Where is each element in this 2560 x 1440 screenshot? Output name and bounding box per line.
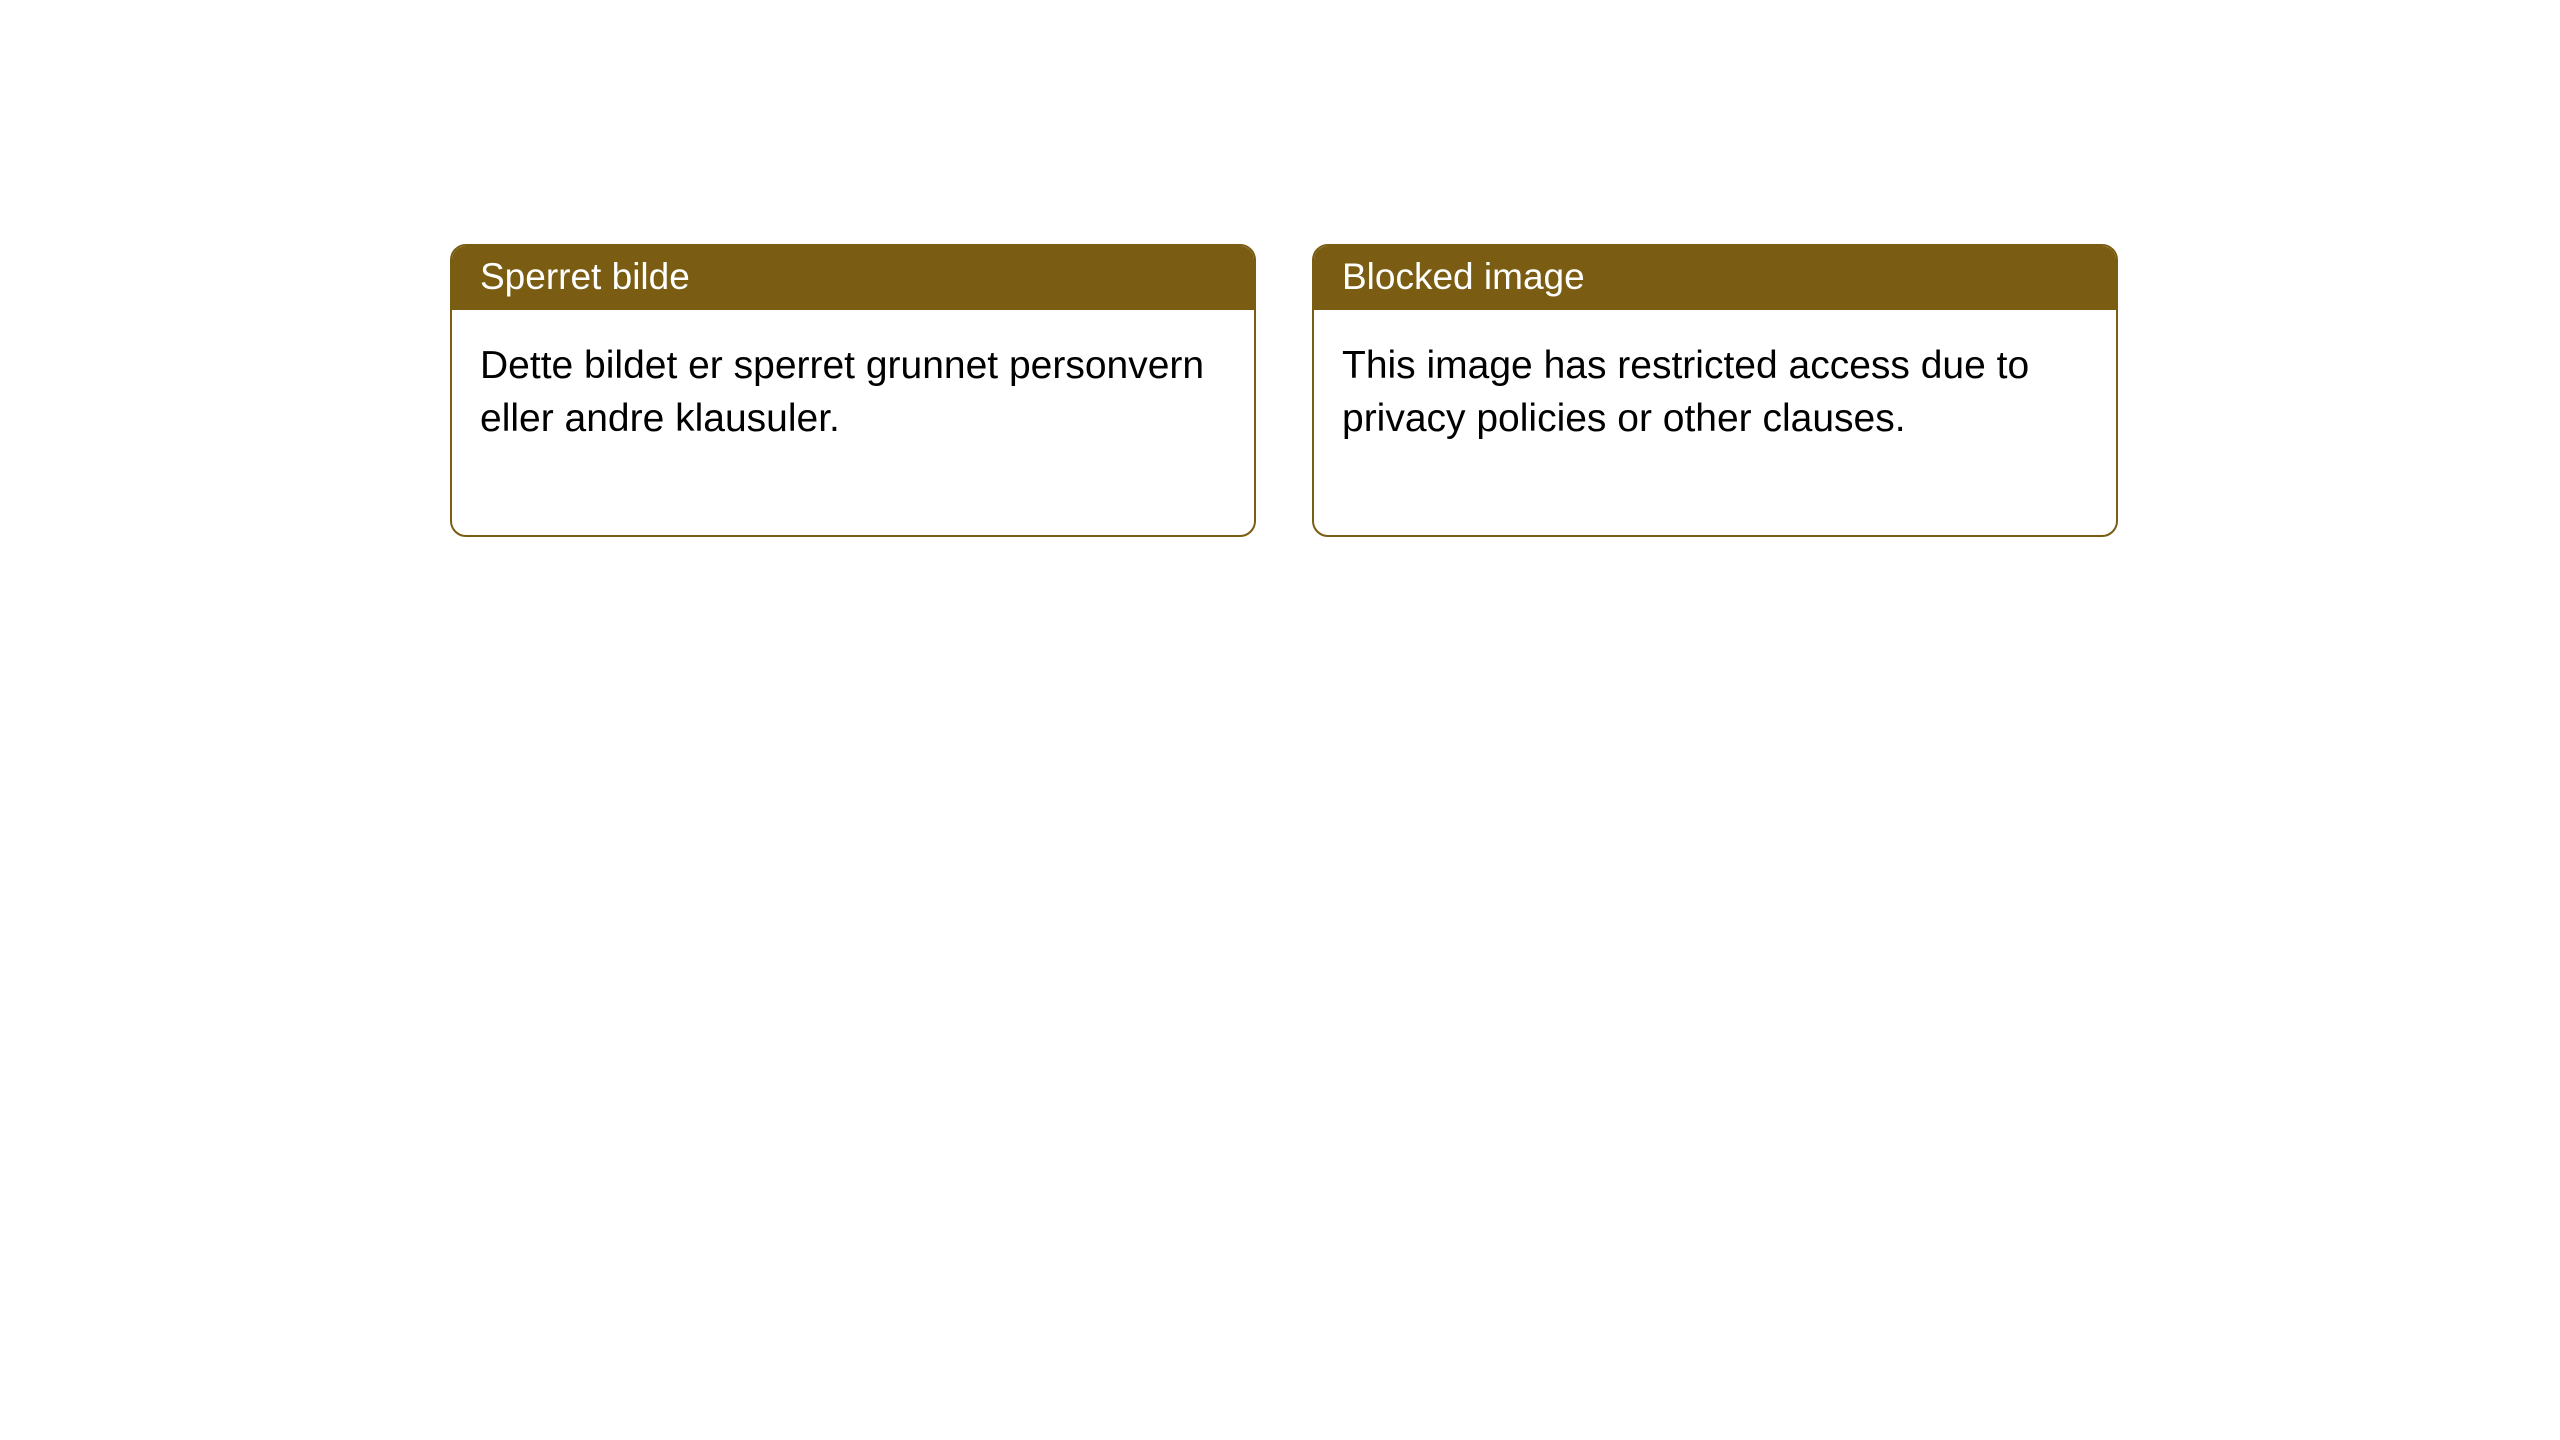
notice-title-norwegian: Sperret bilde xyxy=(480,256,690,297)
notice-header-english: Blocked image xyxy=(1314,246,2116,310)
notice-body-english: This image has restricted access due to … xyxy=(1314,310,2116,535)
notice-text-english: This image has restricted access due to … xyxy=(1342,344,2029,440)
notice-body-norwegian: Dette bildet er sperret grunnet personve… xyxy=(452,310,1254,535)
notice-header-norwegian: Sperret bilde xyxy=(452,246,1254,310)
notice-title-english: Blocked image xyxy=(1342,256,1585,297)
notice-text-norwegian: Dette bildet er sperret grunnet personve… xyxy=(480,344,1204,440)
notice-container: Sperret bilde Dette bildet er sperret gr… xyxy=(450,244,2118,537)
notice-box-english: Blocked image This image has restricted … xyxy=(1312,244,2118,537)
notice-box-norwegian: Sperret bilde Dette bildet er sperret gr… xyxy=(450,244,1256,537)
